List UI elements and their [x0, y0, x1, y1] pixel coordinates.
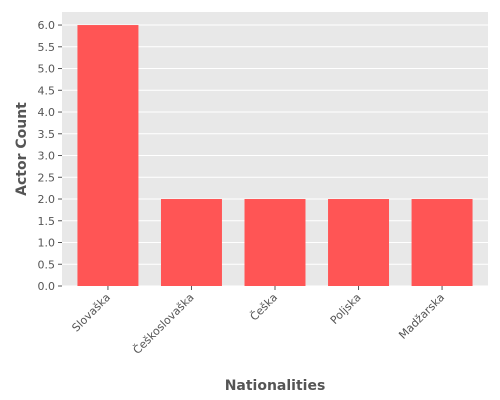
y-tick-label: 5.0: [38, 63, 56, 76]
y-tick-label: 4.5: [38, 84, 56, 97]
bar-0: [77, 25, 139, 287]
x-axis-title: Nationalities: [225, 378, 326, 394]
y-tick-label: 4.0: [38, 106, 56, 119]
x-tick-label: Češka: [248, 291, 281, 324]
x-tick-label: Poljska: [328, 291, 364, 327]
x-axis-ticks: Slovaška Češkoslovaška Češka Poljska Madžars…: [69, 286, 447, 357]
bars: [77, 25, 473, 287]
y-tick-label: 0.0: [38, 280, 56, 293]
bar-4: [411, 199, 473, 286]
bar-2: [244, 199, 306, 286]
x-tick-label: Slovaška: [69, 291, 113, 335]
y-tick-label: 1.5: [38, 215, 56, 228]
y-tick-label: 3.0: [38, 150, 56, 163]
y-tick-label: 2.5: [38, 171, 56, 184]
y-tick-label: 1.0: [38, 237, 56, 250]
y-tick-label: 3.5: [38, 128, 56, 141]
y-tick-label: 5.5: [38, 41, 56, 54]
bar-3: [328, 199, 390, 286]
y-axis-title: Actor Count: [14, 102, 30, 196]
y-axis-ticks: 0.0 0.5 1.0 1.5 2.0 2.5 3.0 3.5 4.0 4.5 5.0 5.5 6.0: [38, 19, 62, 293]
x-tick-label: Madžarska: [396, 291, 447, 342]
y-tick-label: 6.0: [38, 19, 56, 32]
y-tick-label: 2.0: [38, 193, 56, 206]
y-tick-label: 0.5: [38, 258, 56, 271]
bar-1: [160, 199, 222, 286]
x-tick-label: Češkoslovaška: [131, 291, 197, 357]
